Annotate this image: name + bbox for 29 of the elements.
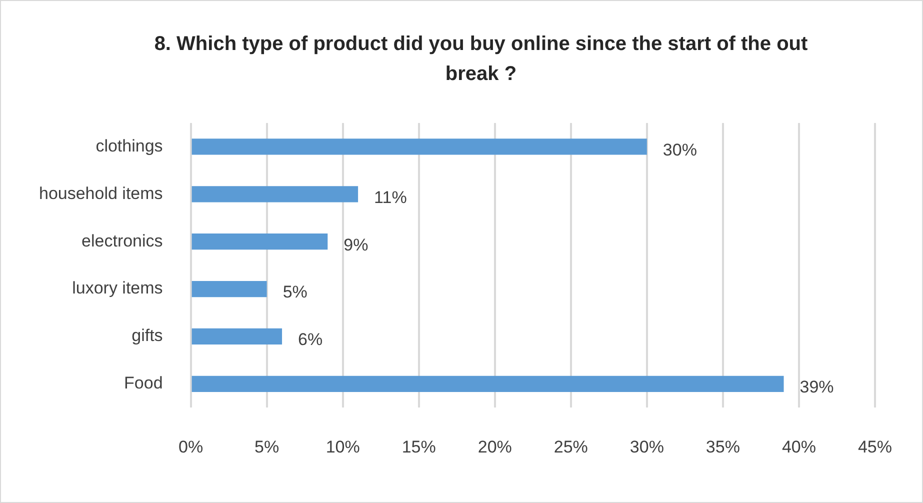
y-tick-label: luxory items (72, 278, 163, 298)
bar (192, 234, 328, 250)
x-tick-label: 25% (554, 437, 588, 456)
bar (192, 138, 647, 155)
x-tick-label: 5% (254, 437, 280, 456)
data-label: 9% (344, 235, 368, 254)
chart-title: 8. Which type of product did you buy online since the start of the out break ? (153, 32, 809, 87)
data-label: 6% (298, 330, 323, 350)
x-tick-label: 10% (326, 437, 360, 456)
bar (192, 328, 282, 345)
bar (192, 186, 358, 202)
x-tick-label: 0% (178, 437, 204, 456)
x-tick-label: 45% (858, 437, 892, 456)
bar (192, 376, 784, 392)
x-tick-label: 30% (630, 437, 664, 456)
data-label: 39% (800, 378, 834, 397)
x-tick-label: 20% (478, 437, 512, 456)
y-tick-label: gifts (132, 326, 163, 346)
y-tick-label: electronics (82, 231, 163, 250)
data-label: 5% (282, 282, 308, 302)
bar (192, 280, 267, 298)
x-tick-label: 35% (706, 437, 740, 456)
y-tick-label: household items (38, 184, 163, 203)
x-tick-label: 40% (782, 437, 816, 456)
y-tick-label: clothings (96, 136, 163, 156)
data-label: 30% (662, 140, 697, 160)
data-label: 11% (374, 188, 407, 207)
x-tick-label: 15% (402, 437, 436, 456)
y-tick-label: Food (124, 374, 163, 393)
